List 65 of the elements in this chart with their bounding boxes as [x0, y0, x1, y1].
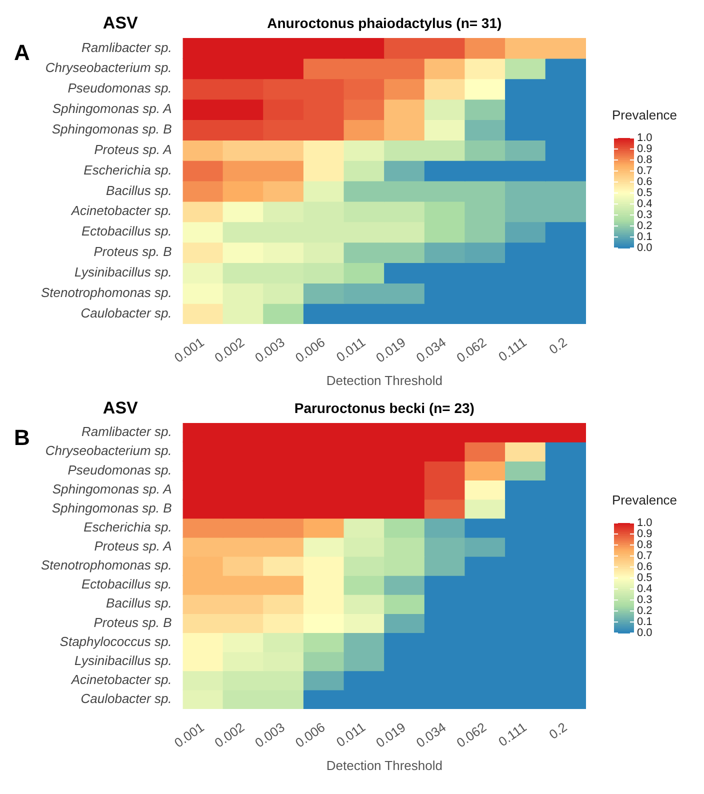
chart-title: Anuroctonus phaiodactylus (n= 31) — [267, 14, 502, 31]
y-tick-label: Ectobacillus sp. — [81, 224, 172, 239]
color-bar-label: 0.8 — [637, 539, 652, 552]
y-tick-label: Staphylococcus sp. — [60, 634, 172, 649]
y-tick-label: Sphingomonas sp. B — [52, 122, 172, 137]
y-tick-label: Proteus sp. A — [94, 538, 172, 554]
color-bar-label: 0.3 — [637, 209, 652, 222]
color-bar-label: 0.0 — [637, 627, 652, 640]
y-tick-label: Lysinibacillus sp. — [74, 264, 172, 280]
color-bar-label: 0.7 — [637, 165, 652, 178]
color-bar-label: 0.5 — [637, 572, 652, 584]
y-tick-label: Pseudomonas sp. — [68, 462, 172, 478]
color-bar-label: 0.6 — [637, 561, 652, 574]
y-tick-label: Sphingomonas sp. B — [52, 500, 172, 516]
color-bar-label: 0.5 — [637, 187, 652, 200]
x-tick-label: 0.111 — [496, 719, 530, 750]
color-bar-label: 0.1 — [637, 231, 652, 244]
color-bar-label: 0.9 — [637, 528, 652, 540]
color-bar-title: Prevalence — [612, 492, 678, 508]
y-tick-label: Proteus sp. A — [94, 142, 172, 157]
x-tick-label: 0.2 — [546, 719, 570, 742]
y-tick-label: Caulobacter sp. — [80, 691, 172, 706]
text: B — [14, 425, 30, 450]
y-axis-title: ASV — [102, 398, 139, 418]
color-bar-label: 0.9 — [637, 143, 652, 156]
y-tick-label: Sphingomonas sp. A — [52, 101, 172, 116]
y-tick-label: Ramlibacter sp. — [81, 40, 172, 55]
y-tick-label: Ectobacillus sp. — [81, 576, 172, 592]
color-bar-label: 0.1 — [637, 616, 652, 628]
color-bar-label: 0.7 — [637, 550, 652, 562]
y-tick-label: Proteus sp. B — [94, 244, 172, 260]
color-bar-label: 0.3 — [637, 594, 652, 606]
y-tick-label: Escherichia sp. — [84, 519, 172, 534]
color-bar-label: 0.2 — [637, 220, 652, 232]
x-axis-title: Detection Threshold — [326, 372, 442, 388]
x-axis-title: Detection Threshold — [326, 758, 442, 773]
y-tick-label: Stenotrophomonas sp. — [40, 284, 172, 300]
color-bar-label: 0.6 — [637, 176, 652, 188]
y-tick-label: Acinetobacter sp. — [70, 672, 172, 687]
color-bar-label: 0.0 — [637, 242, 652, 254]
y-tick-label: Chryseobacterium sp. — [45, 443, 172, 458]
y-tick-label: Pseudomonas sp. — [68, 80, 172, 96]
color-bar-label: 0.8 — [637, 154, 652, 166]
y-tick-label: Bacillus sp. — [106, 596, 172, 611]
y-tick-label: Ramlibacter sp. — [81, 424, 172, 440]
color-bar-label: 0.4 — [637, 583, 652, 596]
chart-title: Paruroctonus becki (n= 23) — [294, 400, 474, 416]
y-tick-label: Caulobacter sp. — [80, 305, 172, 320]
color-bar-label: 0.4 — [637, 198, 652, 210]
color-bar-label: 1.0 — [637, 132, 652, 144]
x-tick-label: 0.111 — [496, 334, 530, 364]
y-tick-label: Escherichia sp. — [84, 162, 172, 178]
text: A — [14, 40, 30, 66]
color-bar-title: Prevalence — [612, 108, 678, 123]
x-tick-label: 0.2 — [546, 334, 570, 358]
y-tick-label: Chryseobacterium sp. — [45, 60, 172, 76]
y-tick-label: Lysinibacillus sp. — [74, 652, 172, 668]
color-bar-label: 1.0 — [637, 517, 652, 530]
y-tick-label: Stenotrophomonas sp. — [40, 558, 172, 573]
y-tick-label: Proteus sp. B — [94, 614, 172, 630]
y-tick-label: Sphingomonas sp. A — [52, 481, 172, 496]
color-bar-label: 0.2 — [637, 605, 652, 618]
y-tick-label: Acinetobacter sp. — [70, 203, 172, 218]
y-tick-label: Bacillus sp. — [106, 182, 172, 198]
y-axis-title: ASV — [102, 14, 139, 33]
